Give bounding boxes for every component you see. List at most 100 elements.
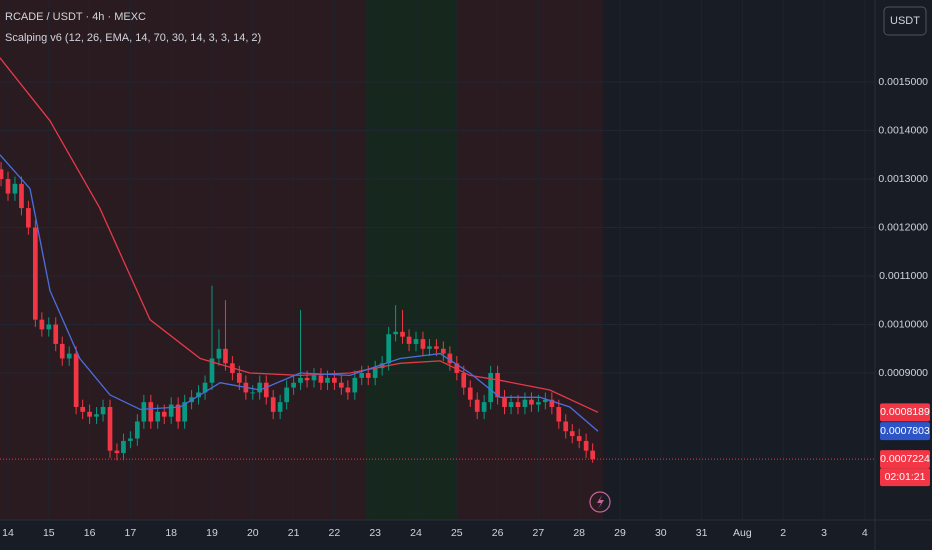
currency-button[interactable]	[883, 6, 927, 36]
currency-label: USDT	[890, 15, 920, 27]
x-tick-label: 17	[125, 527, 137, 539]
candle-body	[73, 353, 79, 407]
candle-body	[80, 406, 86, 412]
candle-body	[216, 348, 222, 359]
candle-body	[488, 373, 494, 403]
candle-body	[338, 382, 344, 388]
chart-title: RCADE / USDT · 4h · MEXC	[5, 11, 146, 23]
y-tick-label: 0.0010000	[878, 318, 928, 330]
y-tick-label: 0.0013000	[878, 173, 928, 185]
candle-body	[223, 348, 228, 364]
candle-body	[583, 440, 589, 451]
x-tick-label: 27	[533, 527, 545, 539]
candle-body	[508, 402, 514, 407]
x-tick-label: 16	[84, 527, 96, 539]
candle-body	[590, 450, 596, 460]
candle-body	[467, 387, 473, 400]
candle-body	[148, 402, 154, 422]
price-tag-label: 0.0007224	[880, 453, 930, 465]
candle-body	[502, 397, 507, 407]
candle-body	[39, 319, 45, 330]
candle-body	[515, 402, 521, 407]
candle-body	[461, 373, 467, 388]
candle-body	[94, 414, 99, 417]
x-tick-label: 26	[492, 527, 504, 539]
candle-body	[161, 411, 167, 417]
candle-body	[19, 183, 24, 209]
candle-body	[59, 343, 65, 359]
candle-body	[427, 346, 432, 349]
zone	[456, 0, 603, 520]
candle-body	[155, 411, 161, 422]
candle-body	[542, 399, 548, 403]
zone	[364, 0, 457, 520]
candle-body	[202, 382, 208, 393]
candle-body	[474, 399, 480, 412]
candle-body	[257, 382, 263, 393]
candle-body	[481, 402, 487, 412]
candle-body	[345, 387, 351, 393]
candle-body	[66, 353, 72, 359]
candle-body	[100, 406, 106, 415]
candle-body	[495, 373, 500, 398]
price-tag	[880, 403, 930, 422]
y-tick-label: 0.0015000	[878, 76, 928, 88]
candle-body	[168, 404, 174, 417]
candle-body	[549, 399, 555, 407]
candle-body	[311, 375, 317, 381]
x-tick-label: 4	[862, 527, 868, 539]
x-tick-label: 14	[2, 527, 14, 539]
price-tag	[880, 450, 930, 469]
candle-body	[107, 406, 113, 451]
x-tick-label: 23	[369, 527, 381, 539]
x-tick-label: Aug	[733, 527, 752, 539]
x-tick-label: 21	[288, 527, 300, 539]
candle-body	[196, 392, 201, 398]
candle-body	[250, 392, 256, 394]
candle-body	[134, 421, 140, 439]
candle-body	[87, 411, 92, 417]
candle-body	[434, 346, 439, 349]
x-tick-label: 18	[165, 527, 177, 539]
price-tag-label: 0.0007803	[880, 425, 930, 437]
x-tick-label: 2	[780, 527, 786, 539]
x-tick-label: 15	[43, 527, 55, 539]
candle-body	[359, 373, 365, 378]
candle-body	[352, 377, 358, 393]
candle-body	[556, 406, 562, 422]
candle-body	[270, 397, 276, 412]
candle-body	[393, 331, 398, 335]
candle-body	[175, 404, 181, 422]
candle-body	[576, 436, 582, 441]
candle-body	[5, 178, 11, 194]
candle-body	[236, 373, 242, 383]
candle-body	[32, 227, 38, 320]
candle-body	[263, 382, 269, 398]
x-tick-label: 22	[329, 527, 341, 539]
candle-body	[182, 402, 188, 422]
x-tick-label: 24	[410, 527, 422, 539]
candle-body	[536, 402, 541, 405]
candle-body	[420, 339, 426, 349]
x-tick-label: 31	[696, 527, 708, 539]
candle-body	[291, 382, 296, 388]
candle-body	[386, 334, 392, 364]
candle-body	[114, 450, 120, 454]
x-tick-label: 3	[821, 527, 827, 539]
candle-body	[318, 375, 324, 383]
x-tick-label: 25	[451, 527, 463, 539]
alert-icon[interactable]	[589, 491, 611, 513]
price-tag	[880, 422, 930, 441]
candle-body	[12, 183, 18, 194]
candle-body	[298, 377, 303, 383]
candle-body	[128, 438, 133, 441]
countdown-tag	[880, 468, 930, 487]
candle-body	[304, 377, 310, 381]
x-tick-label: 19	[206, 527, 218, 539]
candle-body	[569, 431, 575, 437]
y-tick-label: 0.0011000	[879, 270, 928, 282]
candle-body	[522, 399, 528, 407]
